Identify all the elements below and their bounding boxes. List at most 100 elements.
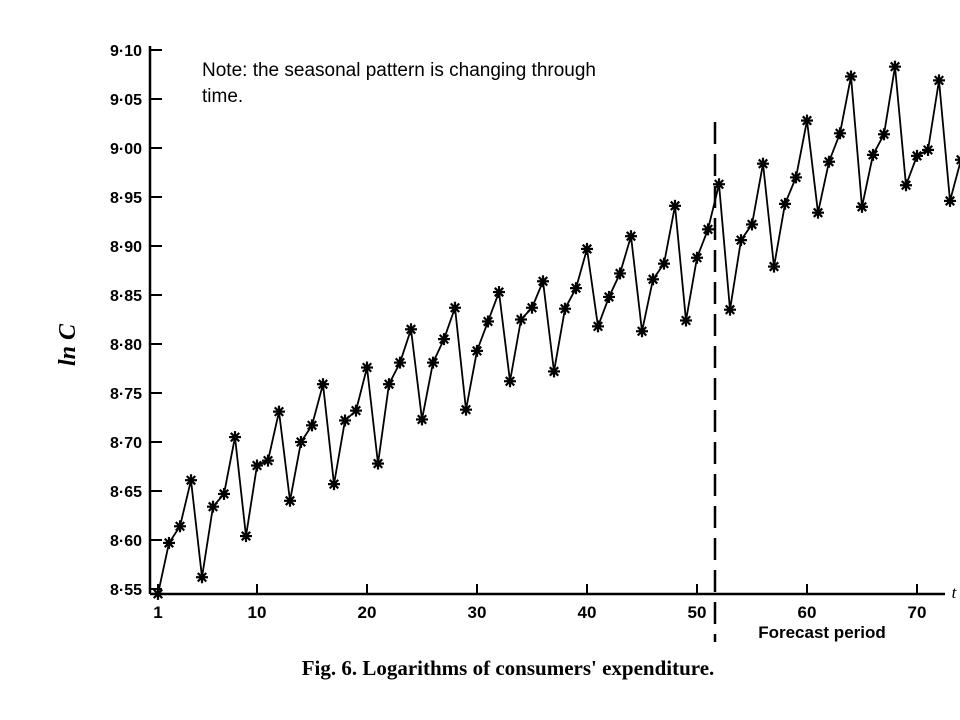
data-point (416, 413, 428, 426)
x-tick-label: 70 (908, 603, 927, 622)
data-point (669, 199, 681, 212)
data-point (449, 301, 461, 314)
data-point (163, 536, 175, 549)
y-tick-label: 8·75 (110, 386, 142, 403)
data-point (592, 320, 604, 333)
data-point (438, 333, 450, 346)
data-point (405, 323, 417, 336)
x-tick-label: 30 (468, 603, 487, 622)
y-tick-label: 8·55 (110, 582, 142, 599)
data-point (383, 378, 395, 391)
data-point (559, 302, 571, 315)
y-tick-label: 9·10 (110, 43, 142, 60)
annotation-note: Note: the seasonal pattern is changing t… (202, 60, 596, 107)
data-point (306, 419, 318, 432)
series-line (157, 66, 960, 595)
data-point (427, 356, 439, 369)
data-point (955, 153, 960, 166)
data-point (647, 273, 659, 286)
data-point (207, 500, 219, 513)
x-tick-label: 60 (798, 603, 817, 622)
data-point (933, 74, 945, 87)
data-point (273, 405, 285, 418)
data-point (372, 457, 384, 470)
y-tick-label: 9·00 (110, 141, 142, 158)
data-point (174, 520, 186, 533)
data-point (812, 206, 824, 219)
y-ticks: 8·55 8·60 8·65 8·70 8·75 8·80 8·85 8·90 8·95 9·00… (110, 43, 162, 599)
data-point (581, 242, 593, 255)
data-point (339, 414, 351, 427)
data-point (284, 494, 296, 507)
data-point (526, 301, 538, 314)
data-point (889, 60, 901, 73)
data-point (768, 260, 780, 273)
data-point (504, 375, 516, 388)
data-point (691, 251, 703, 264)
data-point (262, 454, 274, 467)
data-point (878, 128, 890, 141)
data-point (361, 361, 373, 374)
data-point (845, 70, 857, 83)
data-point (900, 179, 912, 192)
x-axis-label: t (952, 583, 958, 602)
data-point (152, 587, 164, 600)
x-tick-label: 50 (688, 603, 707, 622)
y-tick-label: 8·65 (110, 484, 142, 501)
data-point (790, 171, 802, 184)
y-tick-label: 8·85 (110, 288, 142, 305)
data-point (537, 275, 549, 288)
data-point (471, 344, 483, 357)
y-axis-label: ln C (55, 323, 81, 366)
data-point (328, 478, 340, 491)
data-point (317, 378, 329, 391)
data-point (251, 459, 263, 472)
data-point (229, 431, 241, 444)
x-tick-label: 40 (578, 603, 597, 622)
data-point (735, 234, 747, 247)
x-tick-label: 10 (248, 603, 267, 622)
data-point (515, 313, 527, 326)
data-point (867, 148, 879, 161)
data-point (944, 194, 956, 207)
data-point (856, 200, 868, 213)
data-point (823, 155, 835, 168)
data-point (548, 365, 560, 378)
data-point (834, 127, 846, 140)
data-point (603, 290, 615, 303)
data-point (658, 257, 670, 270)
data-point (724, 303, 736, 316)
x-ticks: 1 10 20 30 40 50 60 70 (153, 584, 926, 622)
data-point (218, 487, 230, 500)
data-point (185, 474, 197, 487)
y-tick-label: 8·80 (110, 337, 142, 354)
forecast-period-label: Forecast period (758, 623, 886, 642)
data-point (570, 282, 582, 295)
x-tick-label: 1 (153, 603, 162, 622)
data-point (779, 197, 791, 210)
y-tick-label: 8·70 (110, 435, 142, 452)
data-point (911, 149, 923, 162)
x-tick-label: 20 (358, 603, 377, 622)
data-point (636, 325, 648, 338)
data-point (713, 178, 725, 191)
figure-caption: Fig. 6. Logarithms of consumers' expendi… (302, 656, 715, 680)
data-point (614, 267, 626, 280)
y-tick-label: 9·05 (110, 92, 142, 109)
series-lnC (152, 60, 960, 600)
data-point (196, 571, 208, 584)
axes (148, 46, 945, 596)
data-point (801, 114, 813, 127)
y-tick-label: 8·60 (110, 533, 142, 550)
data-point (493, 286, 505, 299)
data-point (702, 223, 714, 236)
data-point (922, 143, 934, 156)
data-point (295, 436, 307, 448)
data-point (394, 356, 406, 369)
data-point (757, 157, 769, 170)
data-point (746, 218, 758, 231)
data-point (460, 403, 472, 416)
data-point (680, 314, 692, 327)
